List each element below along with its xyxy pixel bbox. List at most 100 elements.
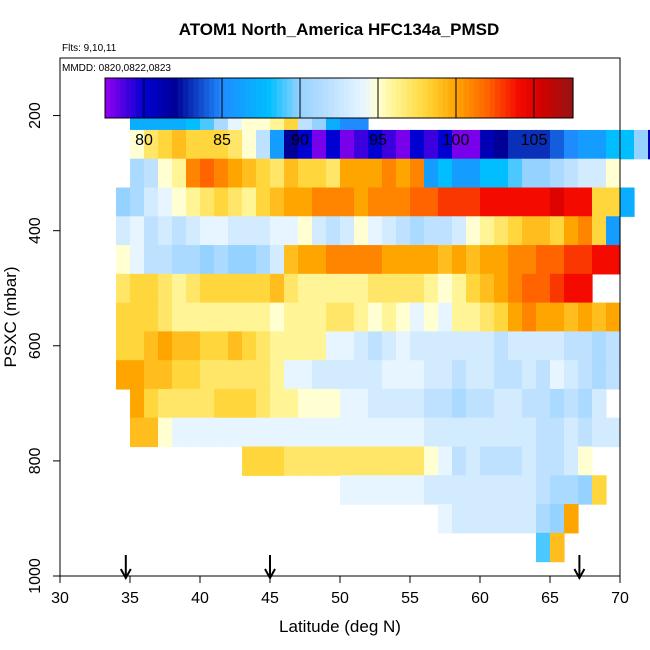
heatmap-cell — [564, 158, 579, 189]
colorbar-segment — [157, 78, 163, 118]
heatmap-cell — [410, 245, 425, 275]
heatmap-cell — [578, 331, 593, 361]
heatmap-cell — [424, 417, 439, 448]
heatmap-cell — [536, 158, 551, 189]
heatmap-cell — [466, 417, 481, 448]
heatmap-cell — [424, 360, 439, 390]
heatmap-cell — [494, 129, 509, 160]
heatmap-cell — [508, 331, 523, 361]
heatmap-cell — [284, 129, 299, 160]
heatmap-cell — [172, 302, 187, 332]
heatmap-cell — [382, 216, 397, 246]
heatmap-cell — [592, 331, 607, 361]
heatmap-cell — [536, 532, 551, 563]
heatmap-cell — [354, 158, 369, 189]
heatmap-cell — [410, 302, 425, 332]
heatmap-cell — [564, 187, 579, 217]
heatmap-cell — [438, 158, 453, 189]
colorbar-segment — [370, 78, 376, 118]
colorbar-segment — [526, 78, 532, 118]
heatmap-cell — [382, 475, 397, 505]
heatmap-cells — [116, 101, 650, 563]
heatmap-cell — [452, 417, 467, 448]
colorbar-segment — [172, 78, 179, 118]
heatmap-cell — [382, 245, 397, 275]
heatmap-cell — [550, 532, 565, 563]
x-axis: 30 35 40 45 50 55 60 65 70 — [51, 576, 629, 607]
heatmap-cell — [508, 475, 523, 505]
colorbar-segment — [136, 78, 142, 118]
heatmap-cell — [354, 331, 369, 361]
heatmap-cell — [480, 331, 495, 361]
heatmap-cell — [508, 504, 523, 534]
heatmap-cell — [592, 417, 607, 448]
colorbar-segment — [229, 78, 236, 118]
colorbar: 80 85 90 95 100 105 — [104, 77, 574, 149]
heatmap-cell — [354, 245, 369, 275]
heatmap-cell — [298, 360, 313, 390]
heatmap-cell — [564, 302, 579, 332]
heatmap-cell — [172, 245, 187, 275]
heatmap-cell — [410, 216, 425, 246]
heatmap-cell — [326, 158, 341, 189]
heatmap-cell — [368, 446, 383, 476]
heatmap-cell — [284, 360, 299, 390]
heatmap-cell — [382, 360, 397, 390]
heatmap-cell — [312, 216, 327, 246]
heatmap-cell — [214, 187, 229, 217]
dates-note: MMDD: 0820,0822,0823 — [62, 63, 171, 74]
heatmap-cell — [256, 446, 271, 476]
x-tick-label: 70 — [611, 590, 629, 607]
colorbar-segment — [359, 78, 366, 118]
heatmap-cell — [130, 360, 145, 390]
heatmap-cell — [522, 129, 537, 160]
colorbar-segment — [437, 78, 444, 118]
heatmap-cell — [368, 302, 383, 332]
heatmap-cell — [270, 245, 285, 275]
colorbar-segment — [177, 78, 184, 118]
heatmap-cell — [592, 475, 607, 505]
heatmap-cell — [606, 158, 621, 189]
heatmap-cell — [144, 245, 159, 275]
heatmap-cell — [214, 158, 229, 189]
heatmap-cell — [536, 417, 551, 448]
heatmap-cell — [578, 187, 593, 217]
x-tick-label: 65 — [541, 590, 559, 607]
colorbar-segment — [125, 78, 132, 118]
heatmap-cell — [424, 388, 439, 419]
flights-note: Flts: 9,10,11 — [62, 43, 117, 54]
y-tick-label: 1000 — [27, 558, 44, 594]
heatmap-cell — [494, 504, 509, 534]
heatmap-cell — [480, 475, 495, 505]
heatmap-cell — [410, 331, 425, 361]
heatmap-cell — [130, 216, 145, 246]
heatmap-cell — [578, 417, 593, 448]
heatmap-cell — [564, 475, 579, 505]
heatmap-cell — [410, 129, 425, 160]
heatmap-cell — [382, 158, 397, 189]
heatmap-cell — [396, 129, 411, 160]
heatmap-cell — [410, 273, 425, 304]
colorbar-segment — [287, 78, 293, 118]
heatmap-cell — [550, 302, 565, 332]
flight-arrow-head — [573, 568, 586, 581]
heatmap-cell — [382, 388, 397, 419]
heatmap-cell — [550, 158, 565, 189]
heatmap-cell — [606, 331, 621, 361]
heatmap-cell — [438, 388, 453, 419]
colorbar-segment — [401, 78, 408, 118]
colorbar-segment — [224, 78, 231, 118]
y-axis: 200 400 600 800 1000 — [27, 102, 60, 594]
colorbar-segment — [167, 78, 174, 118]
heatmap-cell — [242, 158, 257, 189]
heatmap-cell — [214, 302, 229, 332]
heatmap-cell — [200, 158, 215, 189]
colorbar-segment — [365, 78, 371, 118]
heatmap-cell — [354, 417, 369, 448]
heatmap-cell — [438, 129, 453, 160]
heatmap-cell — [256, 129, 271, 160]
heatmap-cell — [494, 187, 509, 217]
heatmap-cell — [214, 331, 229, 361]
colorbar-segment — [417, 78, 423, 118]
heatmap-cell — [144, 129, 159, 160]
